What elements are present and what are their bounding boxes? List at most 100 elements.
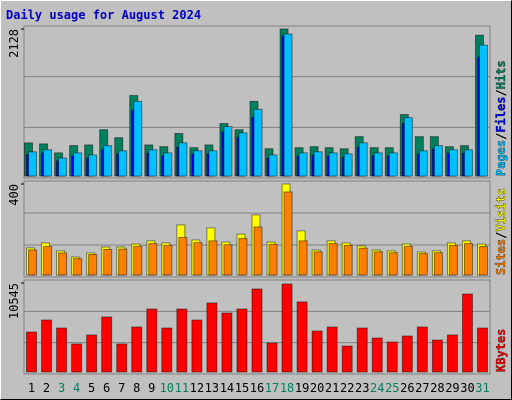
x-tick-label: 8 xyxy=(133,381,140,395)
bar xyxy=(118,150,128,177)
x-tick-label: 26 xyxy=(400,381,414,395)
bar xyxy=(146,308,158,373)
bar xyxy=(178,142,188,177)
bar xyxy=(161,327,173,373)
x-tick-label: 3 xyxy=(58,381,65,395)
bar xyxy=(283,191,293,276)
bar xyxy=(26,331,38,373)
bar xyxy=(223,126,233,177)
bar xyxy=(386,341,398,373)
x-tick-label: 30 xyxy=(460,381,474,395)
bar xyxy=(283,33,293,177)
bar xyxy=(371,337,383,373)
x-tick-label: 16 xyxy=(250,381,264,395)
x-tick-label: 9 xyxy=(148,381,155,395)
bar xyxy=(191,319,203,373)
bar xyxy=(313,151,323,177)
bar xyxy=(118,248,128,276)
bar xyxy=(476,327,488,373)
x-tick-label: 13 xyxy=(205,381,219,395)
bar xyxy=(193,242,203,276)
legend-separator: / xyxy=(494,232,508,239)
bar xyxy=(298,240,308,276)
bar xyxy=(236,308,248,373)
bar xyxy=(163,244,173,276)
x-tick-label: 7 xyxy=(118,381,125,395)
bar xyxy=(343,153,353,177)
bar xyxy=(176,308,188,373)
bar xyxy=(463,149,473,177)
x-tick-label: 22 xyxy=(340,381,354,395)
bar xyxy=(326,326,338,373)
bar xyxy=(358,247,368,276)
bar xyxy=(328,243,338,276)
bar xyxy=(71,343,83,373)
bar xyxy=(268,154,278,177)
bar xyxy=(43,149,53,177)
legend-entry: Files xyxy=(494,97,508,133)
x-tick-label: 24 xyxy=(370,381,384,395)
bar xyxy=(478,44,488,177)
x-tick-label: 6 xyxy=(103,381,110,395)
bar xyxy=(418,150,428,177)
legend: Sites/Visits xyxy=(494,188,508,275)
bar xyxy=(433,145,443,177)
y-tick-label: 2128 xyxy=(7,29,21,58)
bar xyxy=(208,240,218,276)
bar xyxy=(178,236,188,276)
bar xyxy=(296,301,308,373)
bar xyxy=(401,335,413,373)
bar xyxy=(388,252,398,276)
legend-entry: Sites xyxy=(494,239,508,275)
x-tick-label: 31 xyxy=(475,381,489,395)
bar xyxy=(193,150,203,177)
bar xyxy=(238,238,248,276)
bar xyxy=(343,244,353,276)
bar xyxy=(56,327,68,373)
legend: Pages/Files/Hits xyxy=(494,60,508,176)
bar xyxy=(133,100,143,177)
x-tick-label: 5 xyxy=(88,381,95,395)
bar xyxy=(58,157,68,177)
bar xyxy=(86,334,98,373)
bar xyxy=(73,152,83,177)
x-tick-label: 11 xyxy=(175,381,189,395)
bar xyxy=(448,244,458,276)
x-tick-label: 27 xyxy=(415,381,429,395)
bar xyxy=(88,154,98,177)
bar xyxy=(403,117,413,177)
bar xyxy=(251,288,263,373)
y-tick-label: 10545 xyxy=(7,283,21,319)
legend-entry: Visits xyxy=(494,188,508,231)
bar xyxy=(341,345,353,373)
bar xyxy=(73,258,83,276)
bar xyxy=(148,149,158,177)
bar xyxy=(433,252,443,276)
bar xyxy=(208,150,218,177)
bar xyxy=(416,326,428,373)
bar xyxy=(253,226,263,276)
x-tick-label: 19 xyxy=(295,381,309,395)
bar xyxy=(206,302,218,373)
x-tick-label: 28 xyxy=(430,381,444,395)
bar xyxy=(58,252,68,276)
legend-separator: / xyxy=(494,89,508,96)
bar xyxy=(373,152,383,177)
x-tick-label: 21 xyxy=(325,381,339,395)
bar xyxy=(328,152,338,177)
bar xyxy=(103,145,113,177)
bar xyxy=(463,243,473,276)
bar xyxy=(311,330,323,373)
x-tick-label: 23 xyxy=(355,381,369,395)
bar xyxy=(253,108,263,177)
legend-separator: / xyxy=(494,133,508,140)
x-tick-label: 20 xyxy=(310,381,324,395)
bar xyxy=(461,293,473,373)
x-tick-label: 15 xyxy=(235,381,249,395)
bar xyxy=(238,132,248,177)
bar xyxy=(116,343,128,373)
x-tick-label: 4 xyxy=(73,381,80,395)
bar xyxy=(298,152,308,177)
bar xyxy=(418,253,428,276)
